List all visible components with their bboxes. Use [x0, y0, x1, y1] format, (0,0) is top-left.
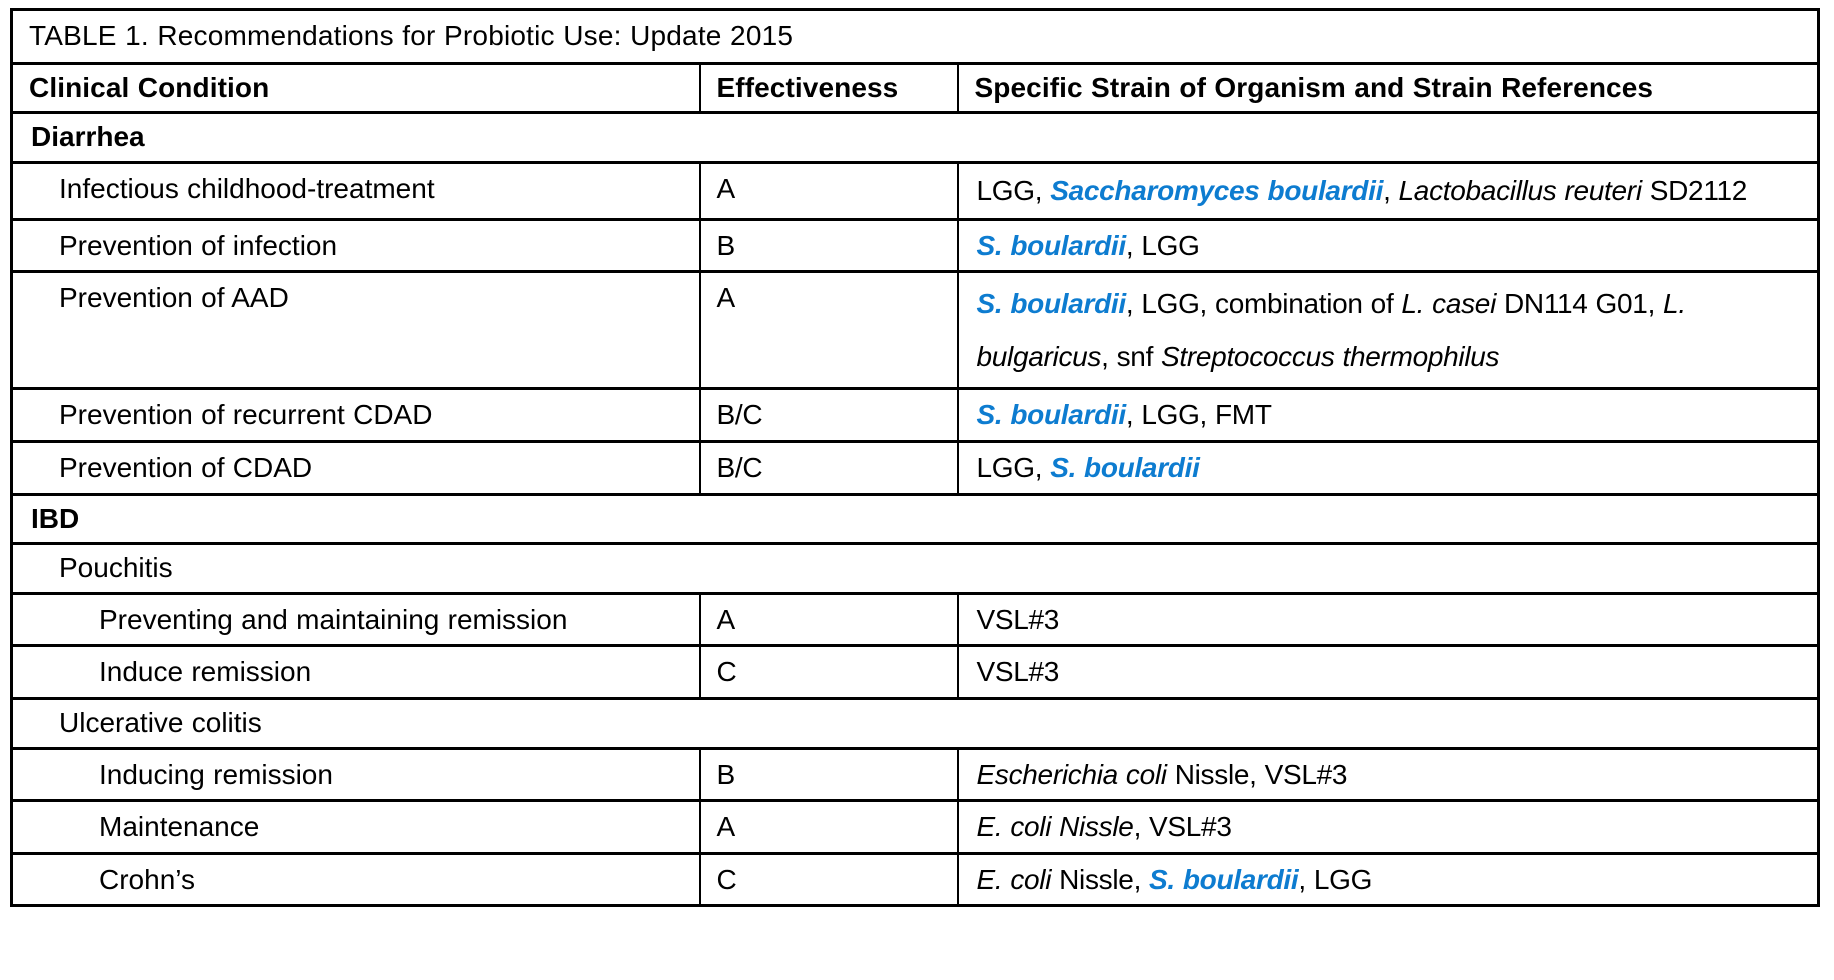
- strain-text: Lactobacillus reuteri: [1398, 174, 1643, 206]
- table-row: Crohn’s C E. coli Nissle, S. boulardii, LG…: [10, 851, 1820, 908]
- cell-effectiveness: C: [698, 851, 959, 908]
- strain-text: L. casei: [1401, 288, 1497, 320]
- table-title: TABLE 1. Recommendations for Probiotic U…: [10, 8, 1820, 65]
- cell-clinical-condition: Crohn’s: [10, 851, 701, 908]
- strain-text: , LGG, FMT: [1125, 399, 1272, 431]
- cell-strains: VSL#3: [956, 644, 1820, 700]
- subsection-row: Pouchitis: [10, 542, 1820, 595]
- section-row: IBD: [10, 492, 1820, 546]
- cell-clinical-condition: Inducing remission: [10, 746, 701, 803]
- strain-text: Nissle, VSL#3: [1166, 758, 1348, 790]
- probiotic-recommendations-table: TABLE 1. Recommendations for Probiotic U…: [10, 8, 1820, 908]
- cell-clinical-condition: Prevention of infection: [10, 217, 701, 274]
- cell-clinical-condition: Preventing and maintaining remission: [10, 591, 701, 648]
- cell-effectiveness: B: [698, 217, 959, 274]
- cell-strains: LGG, S. boulardii: [956, 440, 1820, 496]
- strain-text: LGG,: [976, 452, 1051, 484]
- cell-effectiveness: B: [698, 746, 959, 803]
- cell-clinical-condition: Prevention of CDAD: [10, 440, 701, 496]
- section-label: IBD: [10, 492, 1820, 546]
- cell-clinical-condition: Infectious childhood-treatment: [10, 160, 701, 221]
- strain-text: E. coli Nissle: [976, 811, 1134, 843]
- cell-clinical-condition: Induce remission: [10, 644, 701, 700]
- section-label: Diarrhea: [10, 111, 1820, 164]
- strain-text: LGG,: [976, 174, 1051, 206]
- table-row: Inducing remission B Escherichia coli Niss…: [10, 746, 1820, 803]
- table-row: Prevention of infection B S. boulardii, LG…: [10, 217, 1820, 274]
- strain-highlight: S. boulardii: [976, 229, 1127, 261]
- page: TABLE 1. Recommendations for Probiotic U…: [10, 8, 1820, 908]
- cell-effectiveness: B/C: [698, 387, 959, 444]
- strain-text: Nissle,: [1051, 863, 1150, 895]
- column-header-clinical-condition: Clinical Condition: [10, 61, 701, 115]
- strain-highlight: S. boulardii: [1149, 863, 1299, 895]
- strain-text: VSL#3: [976, 656, 1060, 688]
- cell-effectiveness: A: [698, 270, 959, 391]
- cell-strains: VSL#3: [956, 591, 1820, 648]
- strain-text: DN114 G01,: [1496, 288, 1664, 320]
- strain-text: ,: [1383, 174, 1399, 206]
- strain-text: VSL#3: [976, 603, 1060, 635]
- table-row: Preventing and maintaining remission A VSL…: [10, 591, 1820, 648]
- cell-strains: LGG, Saccharomyces boulardii, Lactobacil…: [956, 160, 1820, 221]
- strain-text: Escherichia coli: [976, 758, 1168, 790]
- cell-strains: Escherichia coli Nissle, VSL#3: [956, 746, 1820, 803]
- cell-effectiveness: B/C: [698, 440, 959, 496]
- strain-highlight: S. boulardii: [1050, 452, 1200, 484]
- cell-strains: E. coli Nissle, S. boulardii, LGG: [956, 851, 1820, 908]
- table-header-row: Clinical Condition Effectiveness Specifi…: [10, 61, 1820, 115]
- strain-highlight: S. boulardii: [976, 288, 1127, 320]
- cell-clinical-condition: Maintenance: [10, 799, 701, 855]
- strain-text: , LGG: [1298, 863, 1373, 895]
- strain-text: , LGG, combination of: [1125, 288, 1402, 320]
- cell-strains: S. boulardii, LGG: [956, 217, 1820, 274]
- cell-strains: S. boulardii, LGG, combination of L. cas…: [956, 270, 1820, 391]
- column-header-effectiveness: Effectiveness: [698, 61, 959, 115]
- column-header-specific-strain: Specific Strain of Organism and Strain R…: [956, 61, 1820, 115]
- table-row: Infectious childhood-treatment A LGG, Sacc…: [10, 160, 1820, 221]
- cell-effectiveness: A: [698, 799, 959, 855]
- cell-effectiveness: A: [698, 160, 959, 221]
- subsection-label: Pouchitis: [10, 542, 1820, 595]
- strain-text: , VSL#3: [1133, 811, 1232, 843]
- table-row: Maintenance A E. coli Nissle, VSL#3: [10, 799, 1820, 855]
- strain-text: SD2112: [1641, 174, 1748, 206]
- cell-strains: S. boulardii, LGG, FMT: [956, 387, 1820, 444]
- section-row: Diarrhea: [10, 111, 1820, 164]
- cell-clinical-condition: Prevention of AAD: [10, 270, 701, 391]
- strain-highlight: Saccharomyces boulardii: [1050, 174, 1384, 206]
- strain-text: , LGG: [1125, 229, 1200, 261]
- strain-text: L. bulgaricus: [976, 288, 1687, 372]
- table-title-row: TABLE 1. Recommendations for Probiotic U…: [10, 8, 1820, 65]
- strain-text: Streptococcus thermophilus: [1161, 340, 1500, 372]
- subsection-row: Ulcerative colitis: [10, 696, 1820, 750]
- cell-effectiveness: A: [698, 591, 959, 648]
- table-row: Induce remission C VSL#3: [10, 644, 1820, 700]
- table-body: TABLE 1. Recommendations for Probiotic U…: [10, 8, 1820, 908]
- cell-effectiveness: C: [698, 644, 959, 700]
- strain-text: , snf: [1101, 340, 1162, 372]
- subsection-label: Ulcerative colitis: [10, 696, 1820, 750]
- table-row: Prevention of CDAD B/C LGG, S. boulardii: [10, 440, 1820, 496]
- table-row: Prevention of recurrent CDAD B/C S. boular…: [10, 387, 1820, 444]
- strain-highlight: S. boulardii: [976, 399, 1127, 431]
- strain-text: E. coli: [976, 863, 1052, 895]
- table-row: Prevention of AAD A S. boulardii, LGG, com…: [10, 270, 1820, 391]
- cell-strains: E. coli Nissle, VSL#3: [956, 799, 1820, 855]
- cell-clinical-condition: Prevention of recurrent CDAD: [10, 387, 701, 444]
